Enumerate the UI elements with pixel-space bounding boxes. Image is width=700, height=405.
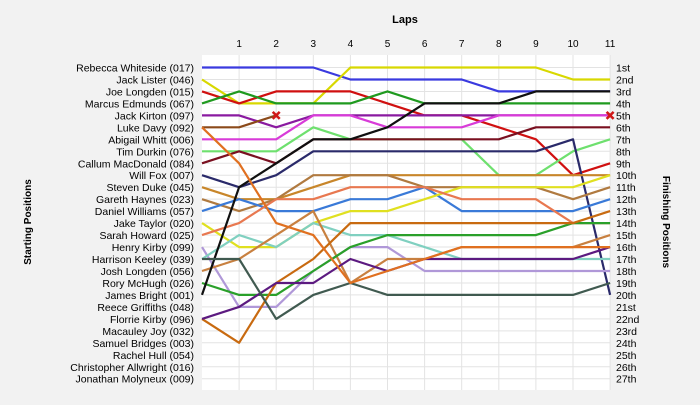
finishing-position-label: 23rd — [616, 326, 637, 338]
finishing-position-label: 22nd — [616, 314, 640, 326]
series-line — [201, 90, 611, 105]
starting-position-label: Tim Durkin (076) — [116, 146, 194, 158]
finishing-position-label: 21st — [616, 302, 636, 314]
starting-position-label: Will Fox (007) — [129, 170, 194, 182]
lap-tick-label: 10 — [567, 39, 579, 50]
y-axis-left-title: Starting Positions — [23, 179, 34, 265]
starting-position-label: Luke Davy (092) — [117, 122, 194, 134]
starting-position-label: Florrie Kirby (096) — [110, 314, 194, 326]
finishing-position-label: 3rd — [616, 86, 631, 98]
series-line — [201, 90, 611, 177]
chart-title: Laps — [392, 14, 418, 26]
finishing-position-label: 8th — [616, 146, 631, 158]
finishing-position-label: 24th — [616, 338, 637, 350]
starting-position-label: Sarah Howard (025) — [99, 230, 194, 242]
retired-marker-stroke — [605, 110, 615, 120]
series-line — [201, 126, 611, 285]
finishing-position-label: 14th — [616, 218, 637, 230]
starting-position-label: Callum MacDonald (084) — [78, 158, 194, 170]
starting-position-label: Josh Longden (056) — [101, 266, 194, 278]
finishing-position-label: 6th — [616, 122, 631, 134]
starting-position-label: Jonathan Molyneux (009) — [76, 374, 195, 386]
lap-tick-labels: 1 2 3 4 5 6 7 8 9 10 11 — [236, 39, 615, 50]
starting-position-label: Marcus Edmunds (067) — [85, 98, 194, 110]
starting-position-label: Samuel Bridges (003) — [92, 338, 194, 350]
lap-tick-label: 11 — [605, 39, 616, 50]
series-line — [201, 138, 612, 296]
finishing-position-label: 13th — [616, 206, 637, 218]
lap-tick-label: 5 — [385, 39, 391, 50]
lap-tick-label: 1 — [236, 39, 242, 50]
lap-tick-label: 8 — [496, 39, 502, 50]
series-line — [202, 114, 277, 129]
lap-tick-label: 9 — [533, 39, 539, 50]
starting-position-label: Macauley Joy (032) — [102, 326, 194, 338]
retirement-markers — [271, 110, 615, 120]
starting-position-label: Steven Duke (045) — [106, 182, 194, 194]
lap-tick-label: 3 — [311, 39, 317, 50]
series-line — [201, 186, 611, 213]
finishing-position-labels: 1st2nd3rd4th5th6th7th8th9th10th11th12th1… — [616, 63, 640, 386]
series-line — [201, 174, 611, 201]
finishing-position-label: 11th — [616, 182, 636, 194]
starting-position-label: Henry Kirby (099) — [112, 242, 194, 254]
finishing-position-label: 17th — [616, 254, 637, 266]
finishing-position-label: 1st — [616, 63, 630, 75]
series-line — [201, 186, 611, 237]
finishing-position-label: 16th — [616, 242, 637, 254]
retired-marker-stroke — [271, 110, 281, 120]
starting-position-label: James Bright (001) — [105, 290, 194, 302]
starting-position-label: Christopher Allwright (016) — [70, 362, 194, 374]
starting-position-label: Daniel Williams (057) — [95, 206, 194, 218]
starting-position-label: Abigail Whitt (006) — [108, 134, 194, 146]
series-line — [201, 174, 611, 213]
series-line — [202, 114, 611, 141]
lap-tick-label: 4 — [348, 39, 354, 50]
finishing-position-label: 10th — [616, 170, 637, 182]
series-line — [201, 210, 611, 344]
starting-position-label: Gareth Haynes (023) — [96, 194, 194, 206]
starting-position-label: Joe Longden (015) — [106, 86, 194, 98]
series-line — [201, 126, 611, 165]
lap-tick-label: 2 — [273, 39, 279, 50]
starting-position-label: Rachel Hull (054) — [113, 350, 194, 362]
y-axis-right-title: Finishing Positions — [660, 176, 671, 269]
starting-position-label: Jake Taylor (020) — [114, 218, 194, 230]
starting-position-label: Jack Lister (046) — [116, 74, 194, 86]
finishing-position-label: 9th — [616, 158, 631, 170]
finishing-position-label: 5th — [616, 110, 631, 122]
series-line — [202, 257, 611, 320]
finishing-position-label: 15th — [616, 230, 637, 242]
series-line — [201, 174, 611, 249]
finishing-position-label: 20th — [616, 290, 637, 302]
starting-position-labels: Rebecca Whiteside (017)Jack Lister (046)… — [70, 63, 194, 386]
finishing-position-label: 19th — [616, 278, 637, 290]
starting-position-label: Rory McHugh (026) — [102, 278, 194, 290]
series-lines — [200, 66, 612, 344]
starting-position-label: Jack Kirton (097) — [115, 110, 194, 122]
series-line — [200, 90, 611, 296]
series-line — [201, 66, 611, 105]
finishing-position-label: 18th — [616, 266, 637, 278]
finishing-position-label: 27th — [616, 374, 637, 386]
lap-tick-label: 6 — [422, 39, 428, 50]
finishing-position-label: 25th — [616, 350, 637, 362]
finishing-position-label: 26th — [616, 362, 637, 374]
finishing-position-label: 7th — [616, 134, 631, 146]
starting-position-label: Reece Griffiths (048) — [97, 302, 194, 314]
finishing-position-label: 2nd — [616, 74, 634, 86]
finishing-position-label: 4th — [616, 98, 631, 110]
lap-tick-label: 7 — [459, 39, 465, 50]
finishing-position-label: 12th — [616, 194, 637, 206]
starting-position-label: Harrison Keeley (039) — [92, 254, 194, 266]
starting-position-label: Rebecca Whiteside (017) — [76, 63, 194, 75]
